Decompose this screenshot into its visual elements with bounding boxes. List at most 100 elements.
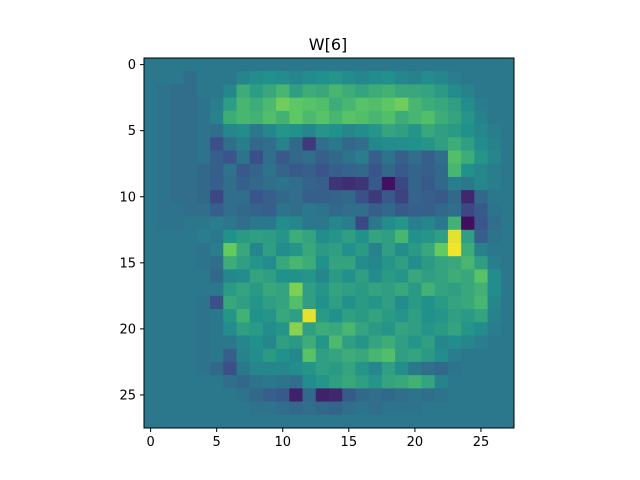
heatmap-cell	[368, 282, 383, 297]
heatmap-cell	[355, 124, 370, 138]
heatmap-cell	[474, 190, 488, 204]
heatmap-cell	[302, 361, 317, 376]
heatmap-cell	[395, 361, 409, 376]
heatmap-cell	[302, 229, 317, 244]
heatmap-cell	[276, 309, 290, 323]
heatmap-cell	[210, 190, 224, 204]
heatmap-cell	[236, 203, 251, 217]
heatmap-cell	[355, 309, 370, 323]
heatmap-cell	[262, 295, 277, 310]
heatmap-cell	[170, 97, 185, 112]
heatmap-cell	[408, 322, 422, 336]
heatmap-cell	[434, 71, 449, 85]
heatmap-cell	[236, 137, 251, 151]
heatmap-cell	[315, 150, 330, 165]
heatmap-cell	[236, 388, 251, 402]
heatmap-cell	[236, 348, 251, 363]
heatmap-cell	[461, 190, 475, 204]
heatmap-cell	[276, 414, 290, 429]
heatmap-cell	[196, 176, 211, 191]
heatmap-cell	[196, 124, 211, 138]
heatmap-cell	[461, 243, 475, 257]
heatmap-cell	[157, 229, 171, 244]
heatmap-cell	[157, 414, 171, 429]
heatmap-cell	[236, 375, 251, 389]
heatmap-cell	[315, 176, 330, 191]
heatmap-cell	[421, 243, 436, 257]
heatmap-cell	[236, 243, 251, 257]
heatmap-cell	[170, 295, 185, 310]
heatmap-cell	[487, 295, 502, 310]
heatmap-cell	[210, 110, 224, 125]
heatmap-cell	[408, 282, 422, 297]
heatmap-cell	[315, 163, 330, 178]
heatmap-cell	[262, 414, 277, 429]
heatmap-cell	[342, 58, 356, 72]
heatmap-cell	[368, 150, 383, 165]
heatmap-cell	[196, 84, 211, 99]
heatmap-cell	[408, 176, 422, 191]
heatmap-cell	[329, 295, 343, 310]
heatmap-cell	[329, 176, 343, 191]
heatmap-cell	[342, 216, 356, 231]
heatmap-cell	[144, 176, 158, 191]
heatmap-cell	[395, 71, 409, 85]
heatmap-cell	[170, 150, 185, 165]
heatmap-cell	[342, 71, 356, 85]
heatmap-cell	[474, 295, 488, 310]
heatmap-cell	[276, 71, 290, 85]
heatmap-cell	[236, 309, 251, 323]
heatmap-cell	[223, 163, 237, 178]
heatmap-cell	[315, 309, 330, 323]
heatmap-cell	[289, 229, 303, 244]
heatmap-cell	[500, 256, 515, 270]
heatmap-cell	[183, 335, 198, 350]
heatmap-cell	[236, 256, 251, 270]
heatmap-cell	[487, 243, 502, 257]
heatmap-cell	[395, 414, 409, 429]
heatmap-cell	[289, 124, 303, 138]
heatmap-cell	[249, 124, 264, 138]
heatmap-cell	[289, 137, 303, 151]
heatmap-cell	[434, 203, 449, 217]
heatmap-cell	[368, 216, 383, 231]
heatmap-cell	[210, 375, 224, 389]
heatmap-cell	[144, 309, 158, 323]
heatmap-cell	[408, 190, 422, 204]
heatmap-cell	[474, 229, 488, 244]
heatmap-cell	[355, 269, 370, 284]
heatmap-cell	[381, 124, 396, 138]
heatmap-cell	[170, 190, 185, 204]
heatmap-cell	[408, 243, 422, 257]
heatmap-cell	[249, 150, 264, 165]
heatmap-cell	[157, 163, 171, 178]
heatmap-cell	[315, 97, 330, 112]
heatmap-cell	[329, 203, 343, 217]
heatmap-cell	[276, 282, 290, 297]
heatmap-cell	[210, 203, 224, 217]
heatmap-cell	[262, 322, 277, 336]
heatmap-cell	[144, 203, 158, 217]
heatmap-cell	[461, 256, 475, 270]
heatmap-cell	[500, 84, 515, 99]
heatmap-cell	[196, 163, 211, 178]
heatmap-cell	[447, 375, 462, 389]
heatmap-cell	[395, 282, 409, 297]
heatmap-cell	[329, 137, 343, 151]
heatmap-cell	[262, 216, 277, 231]
heatmap-cell	[276, 176, 290, 191]
heatmap-cell	[355, 348, 370, 363]
heatmap-cell	[144, 322, 158, 336]
heatmap-cell	[447, 414, 462, 429]
heatmap-cell	[315, 84, 330, 99]
heatmap-cell	[421, 124, 436, 138]
heatmap-cell	[408, 335, 422, 350]
heatmap-cell	[342, 256, 356, 270]
heatmap-cell	[236, 335, 251, 350]
heatmap-cell	[447, 163, 462, 178]
heatmap-cell	[183, 361, 198, 376]
heatmap-cell	[315, 203, 330, 217]
heatmap-cell	[355, 71, 370, 85]
heatmap-cell	[408, 401, 422, 416]
heatmap-cell	[223, 243, 237, 257]
